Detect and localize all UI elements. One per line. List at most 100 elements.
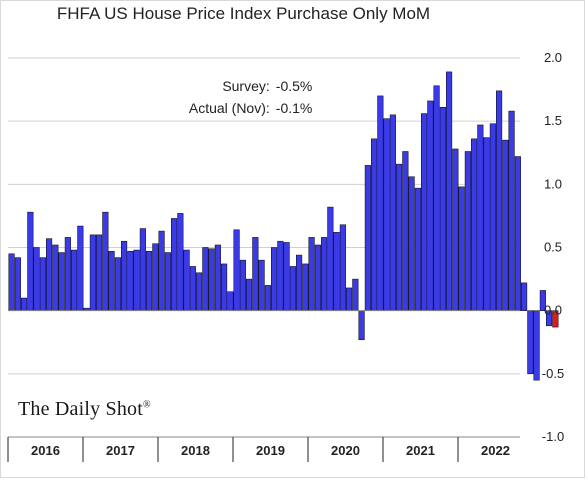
bar <box>489 123 496 311</box>
year-label: 2017 <box>106 443 135 458</box>
y-tick-label: 0.5 <box>544 240 562 255</box>
bar <box>46 238 53 311</box>
bar <box>233 229 240 311</box>
bar <box>52 244 59 311</box>
year-label: 2022 <box>481 443 510 458</box>
bar <box>539 290 546 311</box>
year-label: 2019 <box>256 443 285 458</box>
bar <box>396 163 403 311</box>
bar <box>189 266 196 311</box>
bar <box>164 252 171 311</box>
bar <box>152 243 159 311</box>
bar <box>27 211 34 311</box>
bar <box>171 218 178 311</box>
actual-value: -0.1% <box>275 100 313 116</box>
bar <box>246 278 253 311</box>
bar <box>389 114 396 311</box>
bar <box>464 151 471 311</box>
bar <box>221 263 228 311</box>
bar <box>352 278 359 311</box>
bar <box>377 95 384 311</box>
bar <box>77 225 84 311</box>
y-tick-label: 1.0 <box>544 176 562 191</box>
bar <box>527 310 534 375</box>
bar <box>214 244 221 311</box>
bar <box>483 137 490 311</box>
bar <box>452 148 459 311</box>
bar <box>408 176 415 311</box>
bar <box>227 291 234 311</box>
bar <box>121 240 128 311</box>
bar <box>127 251 134 311</box>
bar <box>277 240 284 311</box>
bar <box>289 266 296 311</box>
bar <box>358 310 365 340</box>
bar <box>33 247 40 311</box>
bar <box>446 71 453 311</box>
bar <box>183 249 190 311</box>
bar <box>402 151 409 311</box>
bar <box>339 224 346 311</box>
bar <box>502 139 509 311</box>
bar <box>471 138 478 311</box>
bar <box>533 310 540 381</box>
bar <box>158 230 165 311</box>
bar <box>14 257 21 311</box>
bar <box>177 213 184 311</box>
year-label: 2020 <box>331 443 360 458</box>
y-tick-label: -1.0 <box>542 429 564 444</box>
bar <box>433 85 440 311</box>
bar <box>383 118 390 311</box>
actual-label: Actual (Nov): <box>188 100 270 116</box>
bar <box>283 242 290 311</box>
bar <box>321 237 328 311</box>
y-tick-label: -0.5 <box>542 366 564 381</box>
bar <box>96 234 103 311</box>
chart-title: FHFA US House Price Index Purchase Only … <box>56 4 431 23</box>
y-tick-label: 2.0 <box>544 50 562 65</box>
bar <box>102 211 109 311</box>
bar <box>296 254 303 311</box>
year-label: 2021 <box>406 443 435 458</box>
bar <box>39 257 46 311</box>
bar <box>139 228 146 311</box>
bar <box>21 297 28 311</box>
actual-annotation: Actual (Nov): -0.1% <box>150 84 336 116</box>
bar <box>421 113 428 311</box>
survey-value: -0.5% <box>275 78 313 94</box>
bar <box>314 244 321 311</box>
year-label: 2018 <box>181 443 210 458</box>
survey-annotation: Survey: -0.5% <box>150 62 336 94</box>
bar <box>133 249 140 311</box>
bar <box>371 138 378 311</box>
bar <box>458 186 465 311</box>
bar <box>202 247 209 311</box>
bar <box>239 259 246 311</box>
bar <box>546 310 553 327</box>
y-tick-label: 1.5 <box>544 113 562 128</box>
bar <box>196 272 203 311</box>
axes <box>7 310 520 462</box>
bar <box>58 252 65 311</box>
bar <box>346 287 353 311</box>
bar <box>333 232 340 311</box>
bar <box>514 156 521 311</box>
bars <box>8 71 559 381</box>
bar <box>508 110 515 311</box>
bar <box>477 124 484 311</box>
bar <box>439 107 446 311</box>
bar <box>302 263 309 311</box>
y-tick-label: 0.0 <box>544 303 562 318</box>
bar <box>252 237 259 311</box>
bar <box>364 165 371 311</box>
daily-shot-logo: The Daily Shot® <box>18 398 151 420</box>
axis-labels: 2.0 1.5 1.0 0.5 0.0 -0.5 -1.0 2016 2017 2018 2019 2… <box>31 50 564 458</box>
bar <box>496 90 503 311</box>
bar <box>308 237 315 311</box>
bar <box>8 253 15 311</box>
bar <box>208 248 215 311</box>
bar <box>414 187 421 311</box>
bar <box>427 100 434 311</box>
